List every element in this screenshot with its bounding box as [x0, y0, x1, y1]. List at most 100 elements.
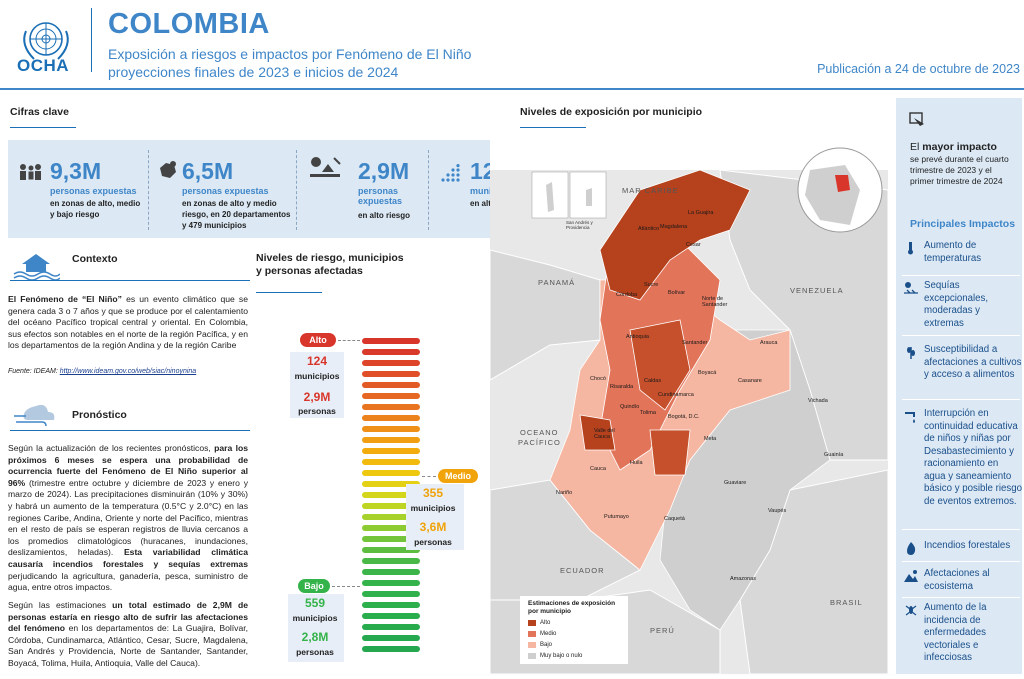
risk-low-municipios-label: municipios — [292, 613, 338, 623]
label-venezuela: VENEZUELA — [790, 286, 844, 295]
dept-label: Cesar — [686, 242, 701, 248]
dept-label: Bolívar — [668, 290, 686, 296]
context-title: Contexto — [72, 253, 118, 265]
forecast-p1-d: Esta variabilidad climática causaría inc… — [8, 547, 248, 569]
label-san-andres: San Andrés y Providencia — [566, 220, 593, 230]
forecast-p1-a: Según la actualización de los recientes … — [8, 443, 215, 453]
map-underline — [520, 127, 586, 128]
impact-text: Interrupción en continuidad educativa de… — [924, 408, 1023, 507]
risk-medium-municipios-label: municipios — [410, 503, 456, 513]
dept-label: Sucre — [644, 282, 659, 288]
header-rule — [0, 88, 1024, 90]
dept-label: Vichada — [808, 398, 828, 404]
dept-label: Amazonas — [730, 576, 756, 582]
dept-label: La Guajira — [688, 210, 714, 216]
dept-label: Atlántico — [638, 226, 660, 232]
dept-label: Meta — [704, 436, 717, 442]
key-figure-2: 6,5M personas expuestas en zonas de alto… — [152, 140, 294, 238]
forecast-p2-a: Según las estimaciones — [8, 600, 113, 610]
scale-bar — [362, 536, 420, 542]
label-oceano: OCEANO — [520, 428, 559, 437]
dept-label: Norte de Santander — [702, 296, 728, 308]
risk-level-medium-badge: Medio — [438, 469, 478, 483]
risk-medium-personas-label: personas — [414, 537, 452, 547]
dept-label: Arauca — [760, 340, 778, 346]
source-link[interactable]: http://www.ideam.gov.co/web/siac/ninoyni… — [59, 368, 197, 375]
risk-gradient-scale — [362, 338, 420, 657]
impact-text: Incendios forestales — [924, 540, 1011, 551]
dept-label: Cauca — [590, 466, 606, 472]
key-figure-separator — [148, 150, 149, 230]
key-figures-underline — [10, 127, 76, 128]
risk-high-personas-label: personas — [298, 406, 336, 416]
key-figure-desc: en zonas de alto, medio y bajo riesgo — [50, 199, 141, 219]
scale-bar — [362, 525, 420, 531]
context-text-lead: El Fenómeno de “El Niño” — [8, 294, 122, 304]
impact-item: Incendios forestales — [902, 540, 1020, 562]
dept-label: Bogotá, D.C. — [668, 414, 700, 420]
dept-label: Antioquia — [626, 334, 649, 340]
legend-swatch-medio — [528, 631, 536, 637]
impacts-title: Principales Impactos — [910, 218, 1016, 230]
dept-label: Tolima — [640, 410, 656, 416]
key-figure-separator — [296, 150, 297, 230]
impact-text: Aumento de temperaturas — [924, 240, 982, 264]
map-legend: Estimaciones de exposición por municipio… — [520, 596, 628, 664]
impact-item: Sequías excepcionales, moderadas y extre… — [902, 280, 1020, 336]
label-mar-caribe: MAR CARIBE — [622, 186, 679, 195]
dept-label: Guainía — [824, 452, 844, 458]
impact-divider — [902, 561, 1020, 562]
risk-connector — [338, 340, 360, 341]
scale-bar — [362, 349, 420, 355]
forecast-title: Pronóstico — [72, 409, 127, 421]
context-text-body: es un evento climático que se genera cad… — [8, 294, 249, 351]
risk-level-low-badge: Bajo — [298, 579, 330, 593]
key-figure-number: 9,3M — [50, 158, 102, 184]
forecast-p1-e: perjudicando la agricultura, ganadería, … — [8, 570, 248, 593]
scale-bar — [362, 382, 420, 388]
impact-text: Afectaciones al ecosistema — [924, 568, 990, 592]
risk-medium-personas: 3,6M — [419, 520, 447, 534]
dept-label: Cundinamarca — [658, 392, 694, 398]
risk-connector — [332, 586, 360, 587]
label-peru: PERÚ — [650, 626, 675, 635]
dept-label: Córdoba — [616, 292, 638, 298]
dept-label: Putumayo — [604, 514, 629, 520]
header-divider — [91, 8, 92, 72]
impact-highlight: El mayor impacto — [910, 141, 997, 153]
page-subtitle: Exposición a riesgos e impactos por Fenó… — [108, 45, 471, 81]
impact-item: Susceptibilidad a afectaciones a cultivo… — [902, 344, 1021, 400]
forecast-p2-b: un total estimado de 2,9M de personas es… — [8, 600, 248, 634]
label-ecuador: ECUADOR — [560, 566, 605, 575]
scale-bar — [362, 591, 420, 597]
key-figure-1: 9,3M personas expuestas en zonas de alto… — [8, 140, 148, 238]
legend-title: Estimaciones de exposición por municipio — [528, 600, 616, 615]
risk-medium-box — [406, 484, 464, 550]
highlight-b: mayor impacto — [922, 141, 997, 153]
impact-panel: El mayor impacto se prevé durante el cua… — [896, 98, 1022, 674]
risk-title: Niveles de riesgo, municipios y personas… — [256, 252, 404, 277]
source-label: Fuente: IDEAM: — [8, 368, 60, 375]
key-figure-label: personas expuestas — [50, 186, 137, 196]
key-figure-separator — [428, 150, 429, 230]
fire-icon — [907, 542, 916, 555]
publication-date: Publicación a 24 de octubre de 2023 — [817, 62, 1020, 76]
impact-item: Aumento de la incidencia de enfermedades… — [902, 602, 1020, 668]
scale-bar — [362, 448, 420, 454]
scale-bar — [362, 635, 420, 641]
mosquito-icon — [905, 605, 917, 616]
ocha-logo-text: OCHA — [17, 56, 70, 75]
impact-item: Interrupción en continuidad educativa de… — [902, 408, 1023, 530]
scale-bar — [362, 393, 420, 399]
scale-bar — [362, 360, 420, 366]
highlight-a: El — [910, 141, 923, 153]
impact-highlight-desc: se prevé durante el cuarto trimestre de … — [910, 154, 1009, 186]
key-figure-3: 2,9M personas expuestas en alto riesgo — [300, 140, 428, 238]
risk-connector — [422, 476, 436, 477]
dept-label: Nariño — [556, 490, 573, 496]
scale-bar — [362, 569, 420, 575]
colombia-exposure-map: MAR CARIBE PANAMÁ VENEZUELA OCEANO PACÍF… — [489, 130, 889, 675]
dept-label: Chocó — [590, 376, 606, 382]
wind-cloud-icon — [14, 404, 55, 427]
dept-label: Caquetá — [664, 516, 685, 522]
